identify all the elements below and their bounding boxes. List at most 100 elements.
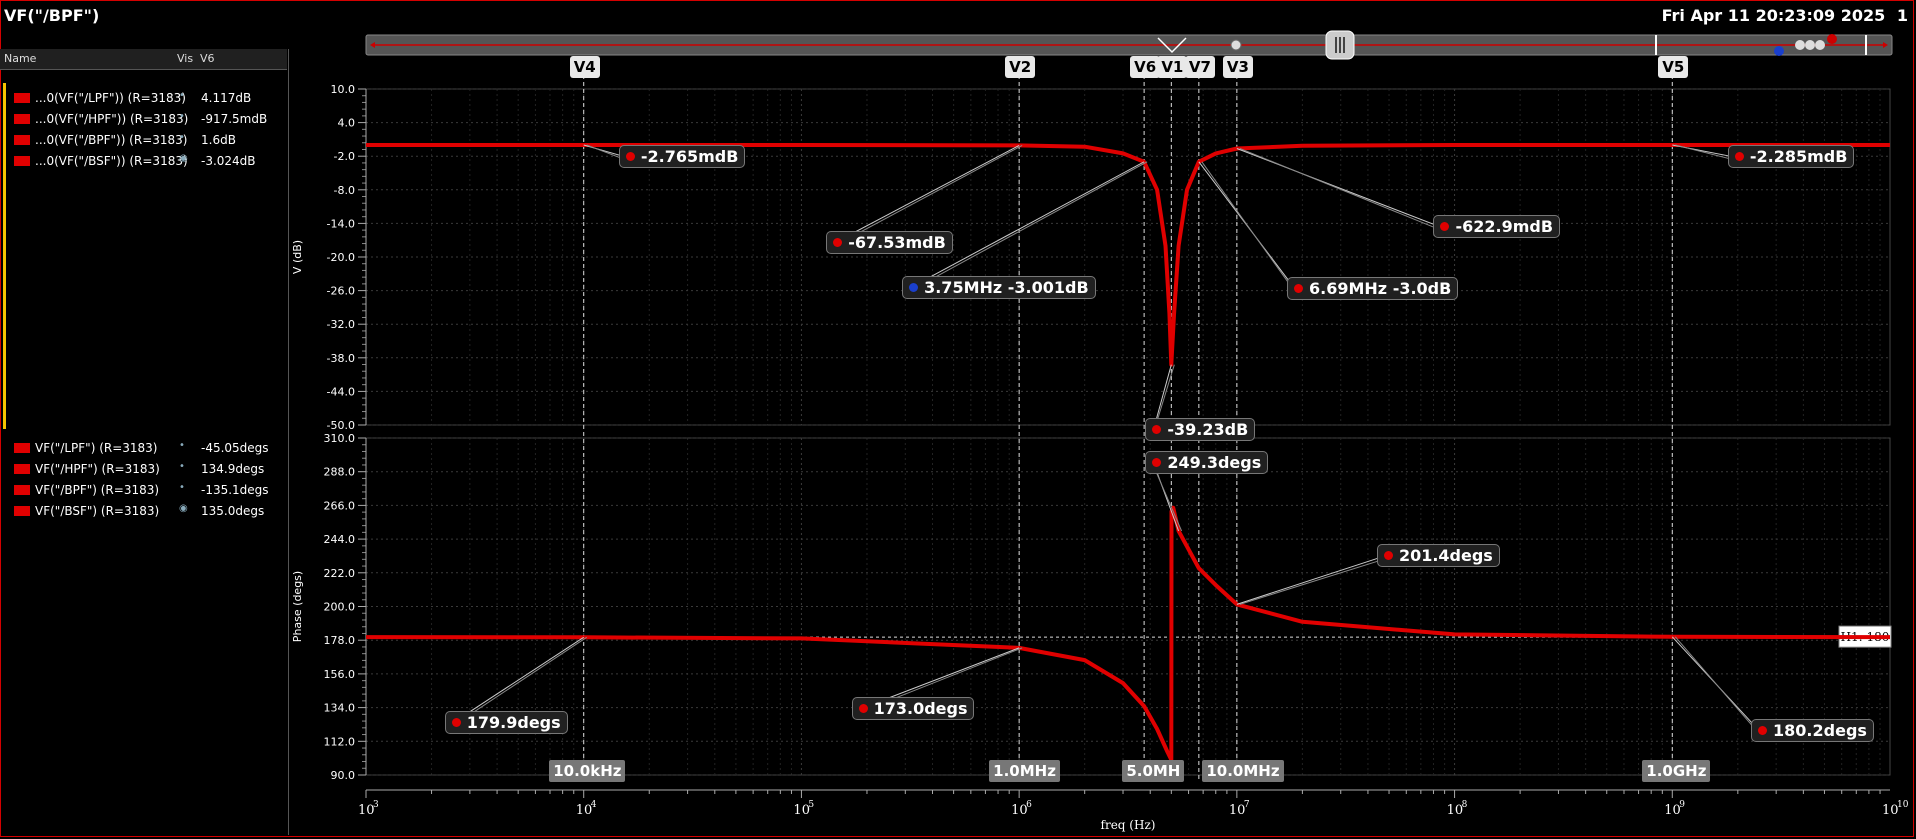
legend-row[interactable]: VF("/HPF") (R=3183) • 134.9degs xyxy=(0,459,287,479)
window-index: 1 xyxy=(1896,6,1908,25)
legend-row[interactable]: VF("/BSF") (R=3183) ◉ 135.0degs xyxy=(0,501,287,521)
marker-tag-v6[interactable]: V6 xyxy=(1130,56,1161,78)
data-label[interactable]: -2.765mdB xyxy=(618,145,746,169)
data-label[interactable]: 3.75MHz -3.001dB xyxy=(902,275,1096,299)
y-tick-label: 112.0 xyxy=(324,735,356,748)
trace-value: 4.117dB xyxy=(201,91,252,105)
y-axis-label: Phase (degs) xyxy=(291,571,304,642)
x-tick-label: 10 xyxy=(1664,803,1681,818)
x-tick-label: 10 xyxy=(1882,803,1899,818)
visibility-dot-icon[interactable]: • xyxy=(179,90,185,101)
marker-a-icon xyxy=(1294,283,1304,293)
legend-header-value[interactable]: V6 xyxy=(200,52,215,65)
marker-tag-v5[interactable]: V5 xyxy=(1658,56,1689,78)
data-label-text: 179.9degs xyxy=(466,712,561,732)
data-label[interactable]: 249.3degs xyxy=(1145,450,1269,474)
trace-name: ...0(VF("/BSF")) (R=3183) xyxy=(35,154,188,168)
data-label-text: -2.765mdB xyxy=(640,147,739,167)
visibility-dot-icon[interactable]: • xyxy=(179,111,185,122)
data-label-text: 173.0degs xyxy=(873,699,968,719)
trace-value: 134.9degs xyxy=(201,462,265,476)
legend-header-name[interactable]: Name xyxy=(4,52,37,65)
marker-tag-v1[interactable]: V1 xyxy=(1157,56,1188,78)
data-label[interactable]: -622.9mdB xyxy=(1433,215,1561,239)
legend-row[interactable]: VF("/LPF") (R=3183) • -45.05degs xyxy=(0,438,287,458)
leader-line xyxy=(1201,161,1296,293)
trace-swatch xyxy=(14,156,30,166)
y-tick-label: -50.0 xyxy=(327,419,355,432)
marker-tag-v2[interactable]: V2 xyxy=(1005,56,1036,78)
legend-row[interactable]: VF("/BPF") (R=3183) • -135.1degs xyxy=(0,480,287,500)
data-label[interactable]: 180.2degs xyxy=(1751,718,1874,742)
leader-line xyxy=(1152,462,1180,532)
freq-tag: 10.0MHz xyxy=(1202,760,1284,782)
marker-dot-icon xyxy=(451,717,461,727)
trace-value: 135.0degs xyxy=(201,504,265,518)
y-tick-label: -2.0 xyxy=(334,150,355,163)
leader-line xyxy=(1236,555,1386,605)
leader-line xyxy=(452,636,584,724)
visibility-dot-icon[interactable]: • xyxy=(179,440,185,451)
y-tick-label: 134.0 xyxy=(324,702,356,715)
eye-icon[interactable]: ◉ xyxy=(179,153,188,164)
trace-name: VF("/BSF") (R=3183) xyxy=(35,504,160,518)
datetime-text: Fri Apr 11 20:23:09 2025 xyxy=(1661,6,1886,25)
trace-name: ...0(VF("/BPF")) (R=3183) xyxy=(35,133,188,147)
data-label[interactable]: 179.9degs xyxy=(444,710,568,734)
y-tick-label: -8.0 xyxy=(334,184,355,197)
window-datetime: Fri Apr 11 20:23:09 2025 1 xyxy=(1662,6,1908,25)
leader-line xyxy=(1674,636,1760,734)
marker-dot-icon xyxy=(1152,457,1162,467)
legend-row[interactable]: ...0(VF("/BSF")) (R=3183) ◉ -3.024dB xyxy=(0,151,287,171)
y-tick-label: 156.0 xyxy=(324,668,356,681)
data-label-text: -2.285mdB xyxy=(1749,147,1848,167)
x-axis-label: freq (Hz) xyxy=(1101,818,1156,832)
marker-dot-icon xyxy=(1152,425,1162,434)
legend-row[interactable]: ...0(VF("/LPF")) (R=3183) • 4.117dB xyxy=(0,88,287,108)
visibility-dot-icon[interactable]: • xyxy=(179,461,185,472)
visibility-dot-icon[interactable]: • xyxy=(179,482,185,493)
legend-header-vis[interactable]: Vis xyxy=(177,52,194,65)
legend-row[interactable]: ...0(VF("/BPF")) (R=3183) • 1.6dB xyxy=(0,130,287,150)
marker-dot-icon xyxy=(625,152,635,162)
marker-dot-icon xyxy=(1440,222,1450,232)
data-label[interactable]: 201.4degs xyxy=(1376,543,1500,567)
window-title: VF("/BPF") xyxy=(4,6,100,25)
data-label[interactable]: -2.285mdB xyxy=(1727,145,1855,169)
leader-line xyxy=(909,161,1145,289)
trace-swatch xyxy=(14,506,30,516)
x-tick-label: 10 xyxy=(576,803,593,818)
selection-indicator xyxy=(3,83,6,429)
marker-dot-icon xyxy=(1758,725,1768,735)
trace-swatch xyxy=(14,135,30,145)
trace-swatch xyxy=(14,443,30,453)
phase-trace[interactable] xyxy=(365,505,1891,762)
legend-header: Name Vis V6 xyxy=(0,49,287,70)
legend-row[interactable]: ...0(VF("/HPF")) (R=3183) • -917.5mdB xyxy=(0,109,287,129)
leader-line xyxy=(833,144,1023,247)
data-label[interactable]: 173.0degs xyxy=(851,697,975,721)
y-tick-label: -38.0 xyxy=(327,352,355,365)
x-tick-exponent: 9 xyxy=(1679,800,1685,810)
data-label-text: 180.2degs xyxy=(1773,720,1867,740)
marker-tag-v3[interactable]: V3 xyxy=(1222,56,1253,78)
trace-name: VF("/BPF") (R=3183) xyxy=(35,483,160,497)
freq-tag: 1.0GHz xyxy=(1642,760,1711,782)
trace-value: -3.024dB xyxy=(201,154,256,168)
marker-tag-v4[interactable]: V4 xyxy=(569,56,600,78)
data-label[interactable]: -67.53mdB xyxy=(826,231,953,254)
y-tick-label: 244.0 xyxy=(324,533,356,546)
marker-dot-icon xyxy=(1734,152,1744,162)
freq-tag: 5.0MH xyxy=(1122,760,1185,782)
y-tick-label: 310.0 xyxy=(324,432,356,445)
visibility-dot-icon[interactable]: • xyxy=(179,132,185,143)
x-tick-exponent: 4 xyxy=(591,800,597,810)
data-label-text: -39.23dB xyxy=(1167,420,1249,439)
eye-icon[interactable]: ◉ xyxy=(179,503,188,514)
marker-tag-v7[interactable]: V7 xyxy=(1184,56,1215,78)
data-label[interactable]: 6.69MHz -3.0dB xyxy=(1287,276,1459,300)
freq-tag: 10.0kHz xyxy=(549,760,626,782)
data-label-text: 6.69MHz -3.0dB xyxy=(1309,278,1452,298)
data-label[interactable]: -39.23dB xyxy=(1145,418,1256,441)
x-tick-label: 10 xyxy=(1011,803,1028,818)
